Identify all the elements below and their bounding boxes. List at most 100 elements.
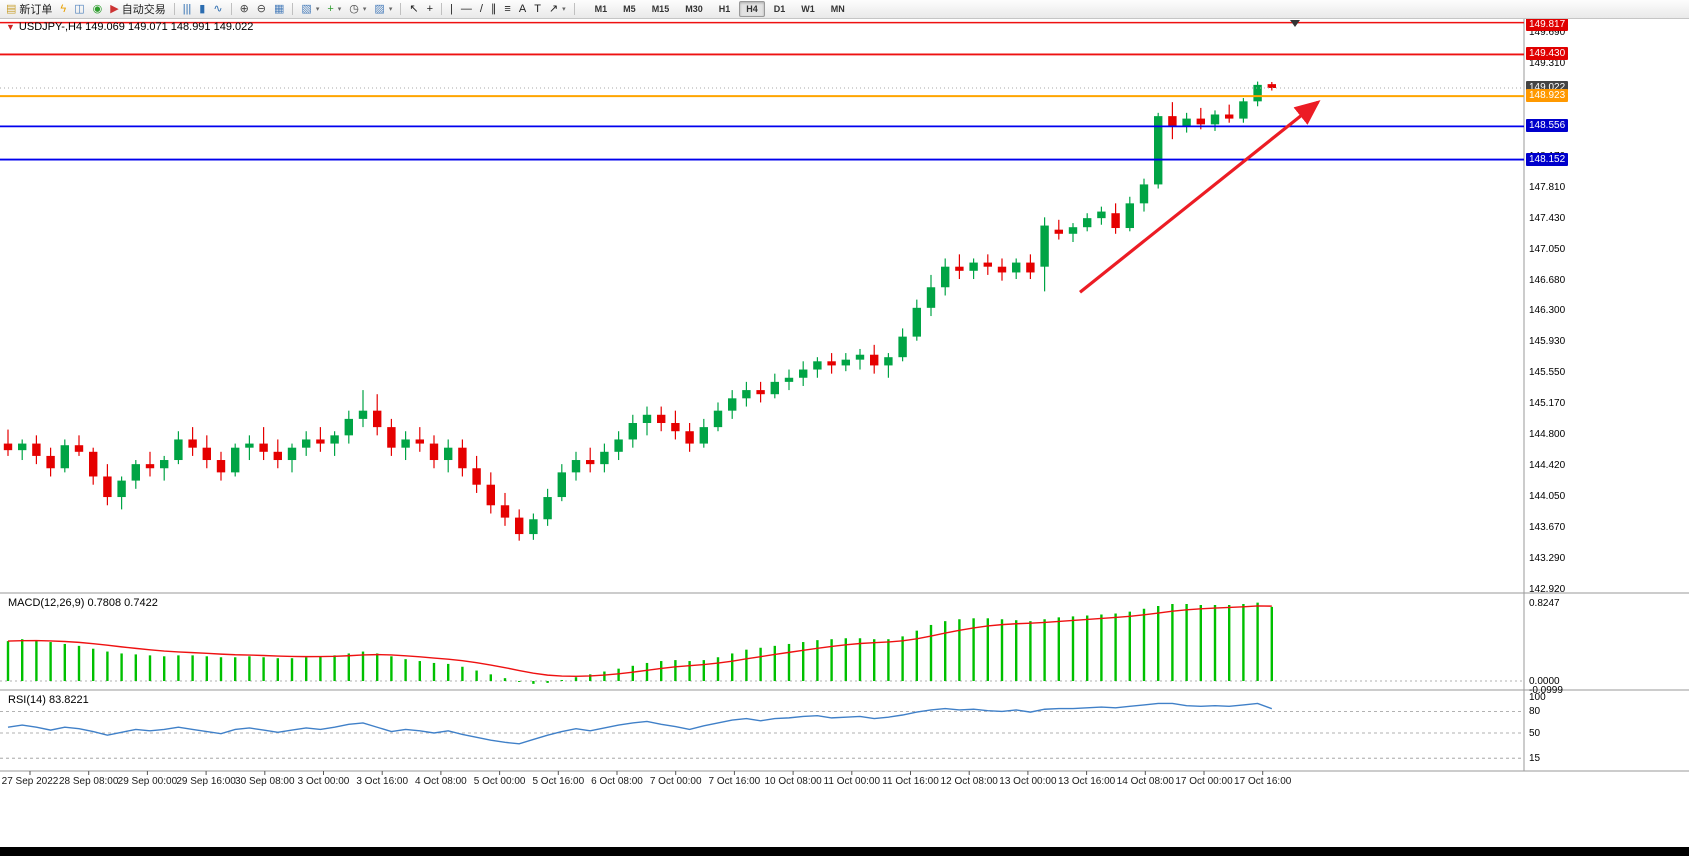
- price-axis-label: 142.920: [1529, 583, 1566, 595]
- new-chart-icon: ▧: [301, 3, 312, 15]
- indicators-icon: +: [327, 3, 334, 15]
- time-axis-label: 11 Oct 00:00: [823, 776, 881, 787]
- price-axis[interactable]: 149.690149.310148.930148.550148.170147.8…: [0, 0, 1689, 792]
- text-label-button[interactable]: T: [531, 1, 544, 17]
- market-watch-icon: ◫: [74, 3, 85, 15]
- price-badge: 148.152: [1526, 152, 1569, 166]
- chart-candles-button[interactable]: ▮: [196, 1, 208, 17]
- time-axis-label: 11 Oct 16:00: [882, 776, 939, 787]
- toolbar-separator: [441, 3, 442, 15]
- trend-arrow[interactable]: [1079, 100, 1321, 294]
- time-axis-label: 17 Oct 16:00: [1234, 776, 1292, 787]
- tile-windows-button[interactable]: ▦: [271, 1, 287, 17]
- auto-trading-icon: ▶: [110, 3, 119, 15]
- fibonacci-icon: ≡: [504, 3, 511, 15]
- dropdown-caret-icon: ▾: [315, 6, 320, 13]
- chart-bars-button[interactable]: |||: [180, 1, 195, 17]
- auto-trading-button-label: 自动交易: [121, 4, 166, 16]
- time-axis-label: 7 Oct 16:00: [708, 776, 761, 787]
- text-button[interactable]: A: [516, 1, 529, 17]
- market-watch-button[interactable]: ◫: [71, 1, 87, 17]
- vertical-line-button[interactable]: |: [447, 1, 456, 17]
- zoom-out-button[interactable]: ⊖: [254, 1, 269, 17]
- toolbar-separator: [573, 3, 575, 15]
- periods-icon: ◷: [349, 3, 359, 15]
- toolbar-separator: [292, 3, 294, 15]
- one-click-trading-toggle[interactable]: ▼: [6, 22, 15, 32]
- auto-trading-button[interactable]: ▶ 自动交易: [107, 1, 168, 17]
- time-axis[interactable]: 27 Sep 2022 28 Sep 08:00 29 Sep 00:00 29 Se…: [0, 771, 1689, 793]
- time-axis-label: 17 Oct 00:00: [1175, 776, 1233, 787]
- horizontal-line-button[interactable]: —: [458, 1, 475, 17]
- quick-trade-button[interactable]: ϟ: [57, 1, 69, 17]
- price-axis-label: 145.170: [1529, 398, 1566, 410]
- channel-button[interactable]: ∥: [488, 1, 500, 17]
- toolbar-separator: [400, 3, 402, 15]
- rsi-label: RSI(14) 83.8221: [8, 694, 89, 706]
- timeframe-h1-button[interactable]: H1: [718, 4, 731, 14]
- fibonacci-button[interactable]: ≡: [501, 1, 513, 17]
- time-axis-label: 4 Oct 08:00: [415, 776, 467, 787]
- candles: [3, 81, 1276, 541]
- trendline-icon: /: [479, 3, 483, 15]
- time-axis-label: 3 Oct 16:00: [356, 776, 409, 787]
- time-axis-label: 10 Oct 08:00: [764, 776, 822, 787]
- time-axis-label: 12 Oct 08:00: [940, 776, 998, 787]
- horizontal-level-lines[interactable]: [0, 21, 1524, 161]
- text-icon: A: [518, 3, 527, 15]
- zoom-in-button[interactable]: ⊕: [237, 1, 252, 17]
- new-order-button-label: 新订单: [19, 4, 53, 16]
- time-axis-label: 7 Oct 00:00: [649, 776, 702, 787]
- time-axis-label: 3 Oct 00:00: [297, 776, 350, 787]
- periods-button[interactable]: ◷ ▾: [346, 1, 369, 17]
- arrows-button[interactable]: ↗ ▾: [546, 1, 569, 17]
- bottom-bar: [0, 847, 1689, 856]
- time-axis-label: 27 Sep 2022: [1, 776, 59, 787]
- timeframe-m30-button[interactable]: M30: [685, 4, 703, 14]
- new-order-button[interactable]: ▤ 新订单: [3, 1, 55, 17]
- rsi-axis-label: 80: [1529, 706, 1541, 718]
- time-axis-label: 6 Oct 08:00: [591, 776, 643, 787]
- price-axis-label: 145.550: [1529, 367, 1566, 379]
- crosshair-button[interactable]: +: [424, 1, 436, 17]
- timeframe-h4-button[interactable]: H4: [739, 1, 765, 17]
- timeframe-w1-button[interactable]: W1: [801, 4, 815, 14]
- timeframe-d1-button[interactable]: D1: [773, 4, 786, 14]
- timeframe-mn-button[interactable]: MN: [830, 4, 845, 14]
- toolbar-separator: [173, 3, 175, 15]
- price-axis-label: 144.800: [1529, 429, 1566, 441]
- chart-bars-icon: |||: [182, 3, 192, 15]
- horizontal-line-icon: —: [460, 3, 472, 15]
- templates-icon: ▨: [374, 3, 385, 15]
- chart-line-button[interactable]: ∿: [210, 1, 225, 17]
- toolbar: ▤ 新订单 ϟ ◫ ◉ ▶ 自动交易 ||| ▮ ∿ ⊕ ⊖ ▦ ▧ ▾ + ▾ ◷ ▾ ▨ ▾ ↖ + | — / ∥ ≡ A T ↗ ▾ …: [0, 0, 1689, 19]
- macd-axis-label: 0.8247: [1529, 597, 1560, 609]
- chart-shift-marker[interactable]: [1290, 20, 1300, 27]
- templates-button[interactable]: ▨ ▾: [371, 1, 395, 17]
- toolbar-separator: [230, 3, 232, 15]
- rsi-axis-label: 50: [1529, 728, 1541, 739]
- symbol-row: ▼ USDJPY-,H4 149.069 149.071 148.991 149…: [6, 21, 253, 33]
- price-axis-label: 145.930: [1529, 336, 1566, 348]
- chart-canvas[interactable]: [0, 0, 1689, 792]
- text-label-icon: T: [534, 3, 541, 15]
- trendline-button[interactable]: /: [477, 1, 486, 17]
- macd-axis-label: -0.0999: [1529, 685, 1563, 697]
- rsi-axis-label: 100: [1529, 692, 1546, 703]
- indicators-button[interactable]: + ▾: [324, 1, 344, 17]
- macd-label: MACD(12,26,9) 0.7808 0.7422: [8, 597, 158, 609]
- new-chart-button[interactable]: ▧ ▾: [298, 1, 322, 17]
- cursor-button[interactable]: ↖: [406, 1, 421, 17]
- broadcast-icon: ◉: [92, 3, 103, 15]
- timeframe-m15-button[interactable]: M15: [651, 4, 670, 14]
- tile-windows-icon: ▦: [274, 3, 285, 15]
- timeframe-m1-button[interactable]: M1: [594, 4, 608, 14]
- broadcast-button[interactable]: ◉: [90, 1, 106, 17]
- vertical-line-icon: |: [450, 3, 453, 15]
- symbol-ohlc-label: USDJPY-,H4 149.069 149.071 148.991 149.0…: [18, 21, 254, 33]
- dropdown-caret-icon: ▾: [562, 6, 566, 13]
- time-axis-label: 30 Sep 08:00: [235, 776, 295, 787]
- chart-candles-icon: ▮: [199, 3, 206, 15]
- macd-signal-line: [7, 605, 1272, 678]
- timeframe-m5-button[interactable]: M5: [623, 4, 636, 14]
